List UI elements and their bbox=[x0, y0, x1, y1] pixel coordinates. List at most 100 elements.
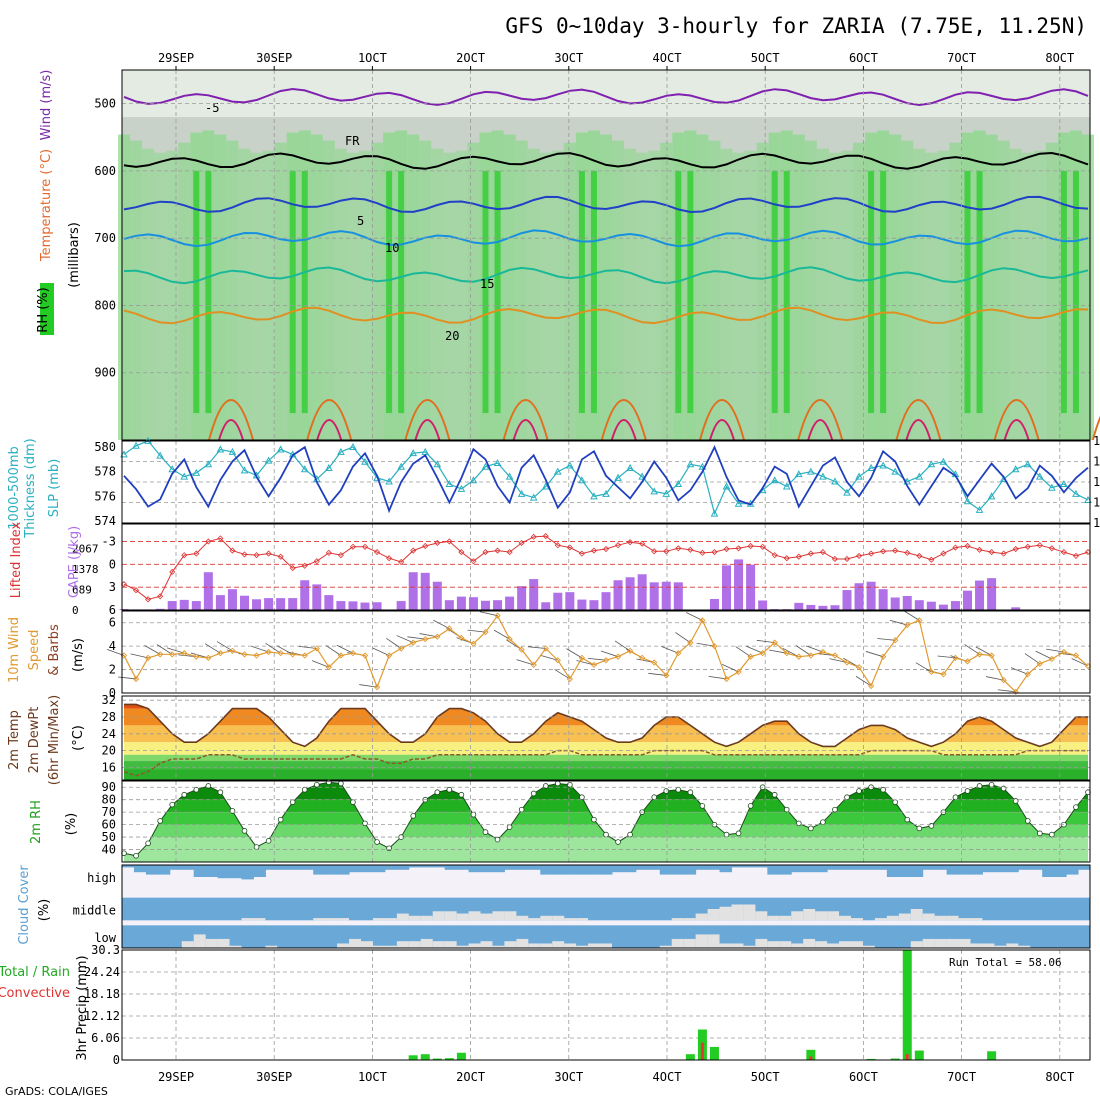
rh-shade bbox=[600, 134, 612, 440]
panel-frame bbox=[121, 949, 1091, 1061]
cape-lifted-index-panel: 6 3 0 -3 0 689 1378 2067 bbox=[72, 523, 1092, 617]
cloud-middle-bar bbox=[301, 897, 314, 921]
cloud-middle-gap bbox=[731, 904, 744, 921]
warm-dome bbox=[600, 399, 647, 441]
rh-shade bbox=[142, 148, 155, 440]
cloud-high-bar bbox=[492, 865, 505, 873]
cloud-low-bar bbox=[1042, 925, 1055, 948]
cloud-high-bar bbox=[683, 865, 697, 875]
thickness-point bbox=[264, 456, 273, 464]
dewpoint-base bbox=[124, 769, 1088, 780]
wind-speed-point bbox=[663, 672, 670, 679]
wind-barb bbox=[1035, 650, 1053, 660]
cloud-low-gap bbox=[337, 943, 350, 948]
cloud-high-bar bbox=[719, 865, 732, 873]
lifted-index-point bbox=[470, 558, 477, 565]
date-label-bottom: 6OCT bbox=[849, 1070, 878, 1084]
hot-dome bbox=[807, 419, 834, 441]
wind-barb bbox=[433, 619, 450, 629]
precip-tick: 6.06 bbox=[91, 1031, 120, 1045]
wind-speed-point bbox=[626, 647, 634, 654]
isotherm-line bbox=[123, 151, 1089, 170]
cloud-high-bar bbox=[1066, 865, 1079, 875]
lifted-index-point bbox=[434, 539, 441, 547]
warm-dome bbox=[502, 399, 549, 441]
precip-total-bar bbox=[890, 1058, 900, 1060]
cloud-high-bar bbox=[289, 865, 302, 870]
rh-point bbox=[313, 781, 320, 788]
cloud-middle-gap bbox=[874, 918, 888, 921]
cape-bar bbox=[830, 605, 840, 610]
cloud-middle-gap bbox=[683, 918, 697, 921]
thickness-point bbox=[891, 467, 900, 475]
cloud-low-bar bbox=[827, 925, 840, 948]
cloud-middle-gap bbox=[444, 911, 458, 921]
cloud-middle-gap bbox=[934, 915, 948, 921]
cloud-middle-bar bbox=[659, 897, 673, 921]
lifted-index-point bbox=[494, 547, 501, 554]
cloud-middle-bar bbox=[193, 897, 207, 921]
pressure-tick: 500 bbox=[94, 97, 116, 111]
isotherm-line bbox=[123, 229, 1089, 248]
wind-speed-point bbox=[301, 652, 308, 659]
cloud-low-bar bbox=[1078, 925, 1091, 948]
lifted-index-point bbox=[398, 558, 405, 566]
lifted-index-point bbox=[1012, 545, 1019, 553]
temp-tick: 24 bbox=[102, 727, 116, 741]
rh-shade bbox=[828, 152, 841, 440]
cape-bar bbox=[215, 595, 225, 610]
thickness-point bbox=[529, 493, 538, 501]
cloud-low-bar bbox=[1054, 925, 1067, 948]
rh-shade bbox=[708, 140, 721, 441]
wind-speed-point bbox=[325, 664, 332, 671]
lifted-index-point bbox=[590, 547, 598, 554]
lifted-index-point bbox=[843, 555, 851, 563]
cloud-low-bar bbox=[492, 925, 505, 948]
wind-barb bbox=[566, 648, 583, 659]
lifted-index-point bbox=[807, 550, 814, 557]
rh-point bbox=[952, 794, 959, 800]
lifted-index-point bbox=[542, 533, 549, 540]
cloud-low-bar bbox=[289, 925, 302, 948]
cloud-middle-gap bbox=[552, 915, 565, 921]
thickness-point bbox=[987, 492, 996, 500]
cloud-low-gap bbox=[934, 938, 948, 948]
cloud-high-bar bbox=[217, 865, 231, 879]
rh-point bbox=[470, 811, 477, 818]
wind-speed-point bbox=[687, 639, 694, 646]
rh-tick: 40 bbox=[102, 843, 116, 857]
cloud-low-bar bbox=[862, 925, 876, 948]
cloud-low-bar bbox=[1006, 925, 1019, 948]
lifted-index-point bbox=[687, 546, 694, 553]
lifted-index-point bbox=[145, 596, 152, 603]
wind-barb bbox=[144, 645, 161, 655]
cloud-middle-gap bbox=[396, 913, 410, 921]
cloud-middle-bar bbox=[265, 897, 278, 921]
thickness-point bbox=[626, 463, 634, 471]
rh-point bbox=[277, 816, 284, 823]
rh-point bbox=[820, 819, 826, 825]
cloud-middle-gap bbox=[432, 911, 446, 921]
rh-point bbox=[808, 825, 814, 832]
precip-total-bar bbox=[420, 1054, 430, 1060]
lifted-index-point bbox=[373, 549, 381, 556]
wind-barb bbox=[516, 659, 534, 666]
pressure-tick: 600 bbox=[94, 164, 116, 178]
precip-total-bar bbox=[408, 1055, 418, 1060]
lifted-index-point bbox=[868, 550, 875, 557]
thickness-point bbox=[674, 479, 683, 487]
cloud-middle-bar bbox=[241, 897, 254, 921]
rh-tick: 60 bbox=[102, 818, 116, 832]
cloud-low-gap bbox=[432, 941, 446, 948]
cloud-low-gap bbox=[372, 945, 386, 948]
rh-shade bbox=[1009, 148, 1022, 440]
cloud-middle-bar bbox=[839, 897, 852, 921]
cloud-middle-gap bbox=[958, 918, 971, 921]
rh-shade bbox=[154, 152, 167, 440]
temp-tick: 20 bbox=[102, 744, 116, 758]
cape-bar bbox=[794, 602, 804, 610]
wind-barb bbox=[877, 638, 896, 641]
cloud-high-bar bbox=[193, 865, 207, 877]
hot-dome bbox=[414, 419, 441, 441]
cape-bar bbox=[288, 598, 298, 610]
